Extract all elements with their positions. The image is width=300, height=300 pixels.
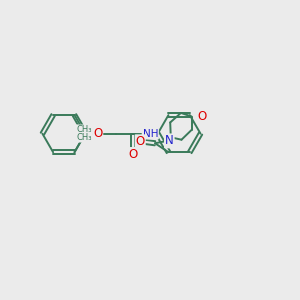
Text: O: O (197, 110, 206, 123)
Text: O: O (136, 135, 145, 148)
Text: O: O (129, 148, 138, 161)
Text: NH: NH (142, 129, 158, 139)
Text: O: O (93, 127, 102, 140)
Text: CH₃: CH₃ (76, 133, 92, 142)
Text: N: N (165, 134, 174, 147)
Text: CH₃: CH₃ (76, 125, 92, 134)
